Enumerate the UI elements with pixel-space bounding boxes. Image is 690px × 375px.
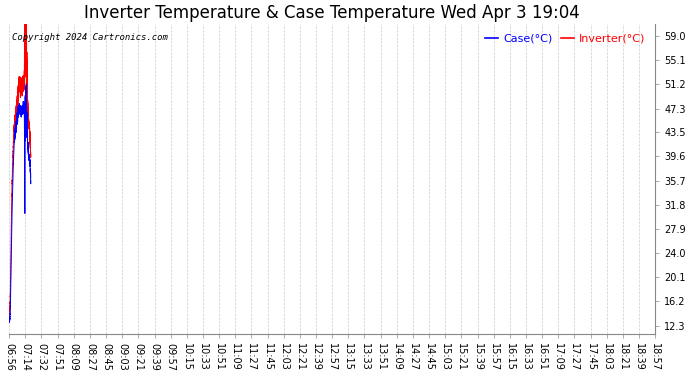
Title: Inverter Temperature & Case Temperature Wed Apr 3 19:04: Inverter Temperature & Case Temperature …: [84, 4, 580, 22]
Legend: Case(°C), Inverter(°C): Case(°C), Inverter(°C): [481, 29, 649, 48]
Text: Copyright 2024 Cartronics.com: Copyright 2024 Cartronics.com: [12, 33, 168, 42]
